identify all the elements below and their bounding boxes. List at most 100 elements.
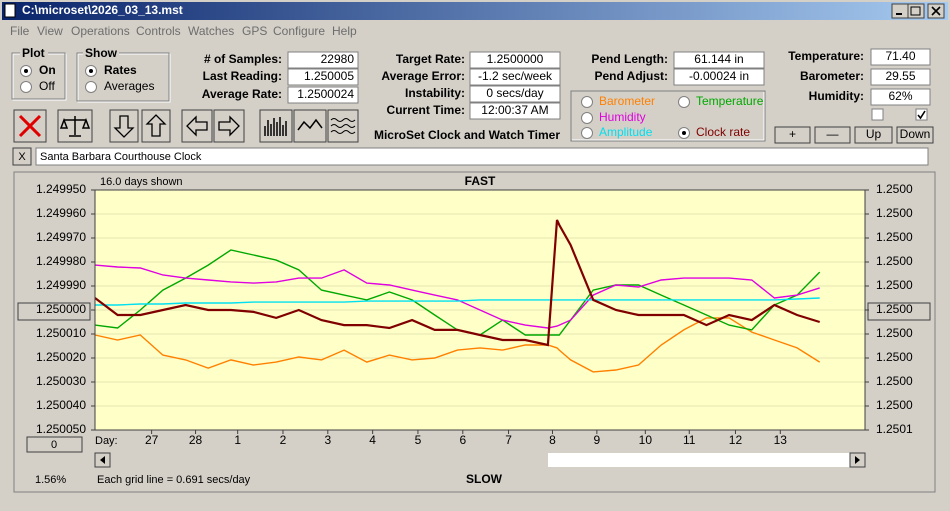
field-box xyxy=(469,68,561,86)
radio[interactable] xyxy=(20,81,32,93)
x-tick-label: 10 xyxy=(639,433,653,447)
field-label: Average Error: xyxy=(381,69,465,83)
legend-radio[interactable] xyxy=(678,96,690,108)
field-label: Current Time: xyxy=(387,103,465,117)
clock-name-field[interactable] xyxy=(35,147,929,166)
scrollbar xyxy=(94,452,866,468)
y2-tick-label: 1.2500 xyxy=(876,278,913,292)
field-box xyxy=(469,102,561,120)
field-value: -1.2 sec/week xyxy=(478,69,553,83)
x-tick-label: 28 xyxy=(189,433,203,447)
left-icon xyxy=(186,115,208,137)
y-tick-label: 1.250020 xyxy=(36,350,86,364)
y2-tick-label: 1.2500 xyxy=(876,350,913,364)
radio-dot xyxy=(24,69,28,73)
window-title: C:\microset\2026_03_13.mst xyxy=(22,3,183,17)
env-button[interactable] xyxy=(774,126,811,144)
right-center-button[interactable] xyxy=(867,302,931,321)
histogram-icon xyxy=(264,117,287,136)
y2-tick-label: 1.2500 xyxy=(876,302,913,316)
legend-label: Humidity xyxy=(599,110,646,124)
legend-radio[interactable] xyxy=(581,127,593,139)
plot-group-title-bg xyxy=(20,47,48,60)
field-box xyxy=(287,86,359,104)
x-tick-label: 27 xyxy=(145,433,159,447)
menu-item[interactable]: Operations xyxy=(71,24,130,38)
field-value: 61.144 in xyxy=(694,52,743,66)
scroll-left-track[interactable] xyxy=(110,453,548,467)
percent-label: 1.56% xyxy=(35,474,66,486)
env-button-label: — xyxy=(827,127,839,141)
x-tick-label: 11 xyxy=(683,433,696,447)
left-center-button[interactable] xyxy=(17,302,91,321)
field-label: Pend Adjust: xyxy=(594,69,668,83)
legend-label: Clock rate xyxy=(696,125,750,139)
env-button[interactable] xyxy=(854,126,893,144)
series-line xyxy=(94,317,821,373)
down-icon xyxy=(113,115,135,138)
field-value: 29.55 xyxy=(885,69,915,83)
field-label: Temperature: xyxy=(788,49,864,63)
field-label: Barometer: xyxy=(800,69,864,83)
right-icon xyxy=(218,115,240,137)
y-tick-label: 1.249970 xyxy=(36,230,86,244)
field-value: 0 secs/day xyxy=(486,86,543,100)
plot-border xyxy=(94,189,866,431)
clock-close-button[interactable] xyxy=(12,147,32,166)
scroll-right-glyph xyxy=(855,456,860,464)
y-tick-label: 1.250050 xyxy=(36,422,86,436)
y-tick-label: 1.249960 xyxy=(36,206,86,220)
wave-icon xyxy=(297,118,323,131)
x-tick-label: 9 xyxy=(594,433,601,447)
menu-item[interactable]: Controls xyxy=(136,24,181,38)
app-title: MicroSet Clock and Watch Timer xyxy=(374,128,560,142)
env-button-label: Up xyxy=(866,127,882,141)
field-label: Last Reading: xyxy=(203,69,282,83)
minimize-button[interactable] xyxy=(891,3,909,19)
env-button[interactable] xyxy=(896,126,934,144)
legend-label: Temperature xyxy=(696,94,764,108)
fast-label: FAST xyxy=(465,174,496,188)
legend-radio[interactable] xyxy=(581,96,593,108)
field-value: 71.40 xyxy=(885,49,915,63)
checkbox[interactable] xyxy=(871,108,884,121)
menu-item[interactable]: Help xyxy=(332,24,357,38)
radio[interactable] xyxy=(85,81,97,93)
field-value: 1.2500024 xyxy=(297,87,354,101)
menu-item[interactable]: GPS xyxy=(242,24,267,38)
y-tick-label: 1.249990 xyxy=(36,278,86,292)
env-button-label: + xyxy=(789,127,796,141)
checkbox[interactable] xyxy=(915,108,928,121)
field-box xyxy=(870,68,931,86)
x-tick-label: 5 xyxy=(415,433,422,447)
radio-label: Rates xyxy=(104,63,137,77)
field-label: Target Rate: xyxy=(396,52,465,66)
field-value: 62% xyxy=(888,89,912,103)
x-tick-label: 7 xyxy=(505,433,512,447)
menu-item[interactable]: View xyxy=(37,24,63,38)
legend-radio[interactable] xyxy=(581,112,593,124)
x-tick-label: 12 xyxy=(729,433,743,447)
x-tick-label: 13 xyxy=(774,433,788,447)
show-group-box-shadow xyxy=(76,52,170,102)
y2-tick-label: 1.2500 xyxy=(876,254,913,268)
y2-tick-label: 1.2500 xyxy=(876,398,913,412)
radio-label: On xyxy=(39,63,56,77)
series-line xyxy=(94,264,820,329)
menu-item[interactable]: Watches xyxy=(188,24,234,38)
legend-label: Amplitude xyxy=(599,125,653,139)
field-box xyxy=(673,51,765,69)
field-value: 1.2500000 xyxy=(487,52,544,66)
x-tick-label: 6 xyxy=(459,433,466,447)
y-tick-label: 1.250000 xyxy=(36,302,86,316)
radio-dot xyxy=(89,69,93,73)
up-icon xyxy=(145,114,167,137)
y2-tick-label: 1.2501 xyxy=(876,422,913,436)
maximize-button[interactable] xyxy=(907,3,925,19)
offset-button[interactable] xyxy=(26,436,83,453)
menu-item[interactable]: File xyxy=(10,24,30,38)
env-button[interactable] xyxy=(814,126,851,144)
y2-tick-label: 1.2500 xyxy=(876,206,913,220)
scroll-right-track[interactable] xyxy=(548,453,850,467)
menu-item[interactable]: Configure xyxy=(273,24,325,38)
